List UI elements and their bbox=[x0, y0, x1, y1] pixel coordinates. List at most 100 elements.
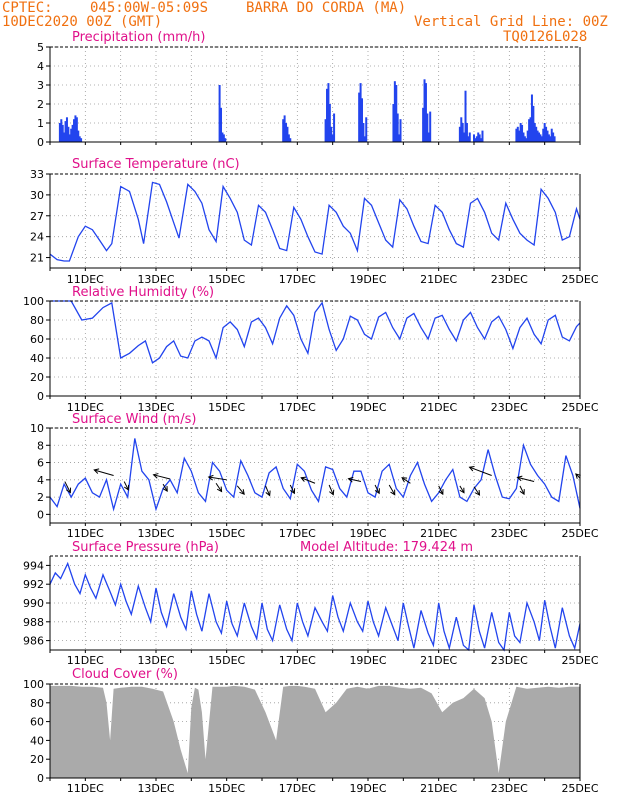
precip-bar bbox=[365, 117, 368, 142]
wind-arrow-head bbox=[207, 474, 214, 481]
precip-bar bbox=[426, 113, 429, 142]
precip-bar bbox=[525, 138, 528, 142]
xtick-label: 21DEC bbox=[420, 782, 457, 795]
precip-bar bbox=[529, 117, 532, 142]
wind-arrow bbox=[328, 484, 334, 495]
precip-bar bbox=[545, 126, 548, 142]
wind-arrow bbox=[153, 474, 171, 480]
precip-bar bbox=[58, 123, 61, 142]
precip-bar bbox=[543, 123, 546, 142]
precip-bar bbox=[333, 113, 336, 142]
precip-bar bbox=[547, 134, 550, 142]
precip-bar bbox=[460, 117, 463, 142]
ytick-label: 6 bbox=[37, 457, 44, 470]
precip-bar bbox=[519, 123, 522, 142]
xtick-label: 25DEC bbox=[561, 782, 598, 795]
wind-arrow bbox=[473, 486, 480, 496]
precip-bar bbox=[360, 98, 363, 142]
wind-arrow bbox=[469, 466, 492, 476]
precip-bar bbox=[422, 107, 425, 142]
wind-arrow bbox=[438, 485, 444, 495]
header: CPTEC: 045:00W-05:09S BARRA DO CORDA (MA… bbox=[0, 0, 618, 48]
ytick-label: 20 bbox=[30, 753, 44, 766]
header-date: 10DEC2020 00Z (GMT) bbox=[2, 14, 163, 30]
precip-bar bbox=[398, 134, 401, 142]
precip-bar bbox=[464, 90, 467, 142]
wind-arrow-head bbox=[65, 487, 72, 494]
precip-bar bbox=[326, 88, 329, 142]
wind-arrow-head bbox=[216, 486, 223, 493]
xtick-label: 11DEC bbox=[67, 401, 104, 414]
wind-arrow-head bbox=[265, 490, 271, 497]
precip-bar bbox=[552, 132, 555, 142]
precip-bar bbox=[287, 134, 290, 142]
precip-bar bbox=[477, 132, 480, 142]
precip-bar bbox=[465, 123, 468, 142]
precip-bar bbox=[77, 130, 80, 142]
precip-bar bbox=[61, 124, 64, 142]
wind-arrow bbox=[64, 481, 71, 493]
xtick-label: 15DEC bbox=[208, 782, 245, 795]
precip-bar bbox=[461, 123, 464, 142]
precip-bar bbox=[67, 126, 70, 142]
ytick-label: 0 bbox=[37, 390, 44, 403]
precip-bar bbox=[218, 85, 221, 142]
ytick-label: 2 bbox=[37, 98, 44, 111]
xtick-label: 17DEC bbox=[279, 527, 316, 540]
xtick-label: 19DEC bbox=[349, 782, 386, 795]
wind-arrow bbox=[517, 476, 535, 483]
panel-title: Surface Pressure (hPa) bbox=[72, 540, 219, 555]
wind-arrow-head bbox=[162, 486, 168, 492]
xtick-label: 19DEC bbox=[349, 654, 386, 667]
precip-bar bbox=[468, 132, 471, 142]
wind-arrow-head bbox=[575, 473, 581, 479]
precip-bar bbox=[221, 132, 224, 142]
xtick-label: 25DEC bbox=[561, 401, 598, 414]
panel-title: Cloud Cover (%) bbox=[72, 667, 178, 682]
wind-arrow-head bbox=[300, 476, 307, 482]
precip-bar bbox=[63, 132, 66, 142]
ytick-label: 986 bbox=[23, 635, 44, 648]
wind-arrow-head bbox=[459, 487, 465, 494]
precip-bar bbox=[532, 105, 535, 142]
ytick-label: 0 bbox=[37, 136, 44, 149]
xtick-label: 21DEC bbox=[420, 527, 457, 540]
precip-bar bbox=[80, 138, 83, 142]
wind-arrow-head bbox=[239, 489, 245, 495]
precip-bar bbox=[427, 132, 430, 142]
precip-bar bbox=[220, 107, 223, 142]
precip-bar bbox=[363, 136, 366, 142]
wind-arrow-head bbox=[516, 475, 523, 482]
series-line-2 bbox=[50, 300, 581, 364]
wind-arrow bbox=[374, 484, 380, 494]
series-line-4 bbox=[49, 561, 581, 652]
xtick-label: 21DEC bbox=[420, 654, 457, 667]
series-line-1 bbox=[49, 181, 581, 262]
wind-arrow bbox=[300, 477, 316, 484]
precip-bar bbox=[75, 117, 78, 142]
precip-bar bbox=[424, 83, 427, 142]
precip-bar bbox=[474, 138, 477, 142]
ytick-label: 990 bbox=[23, 597, 44, 610]
precip-bar bbox=[515, 128, 518, 142]
precip-bar bbox=[528, 119, 531, 142]
ytick-label: 27 bbox=[30, 210, 44, 223]
wind-arrow bbox=[348, 478, 362, 483]
precip-bar bbox=[473, 134, 475, 142]
xtick-label: 17DEC bbox=[279, 273, 316, 286]
precip-bar bbox=[74, 115, 77, 142]
header-code: TQ0126L028 bbox=[503, 29, 588, 45]
xtick-label: 25DEC bbox=[561, 527, 598, 540]
precip-bar bbox=[429, 111, 432, 142]
precip-bar bbox=[399, 119, 402, 142]
wind-arrow-head bbox=[468, 466, 475, 472]
precip-bar bbox=[523, 136, 526, 142]
xtick-label: 11DEC bbox=[67, 654, 104, 667]
xtick-label: 15DEC bbox=[208, 654, 245, 667]
xtick-label: 17DEC bbox=[279, 654, 316, 667]
precip-bar bbox=[458, 126, 461, 142]
xtick-label: 13DEC bbox=[137, 273, 174, 286]
ytick-label: 10 bbox=[30, 422, 44, 435]
precip-bar bbox=[516, 126, 519, 142]
ytick-label: 33 bbox=[30, 168, 44, 181]
